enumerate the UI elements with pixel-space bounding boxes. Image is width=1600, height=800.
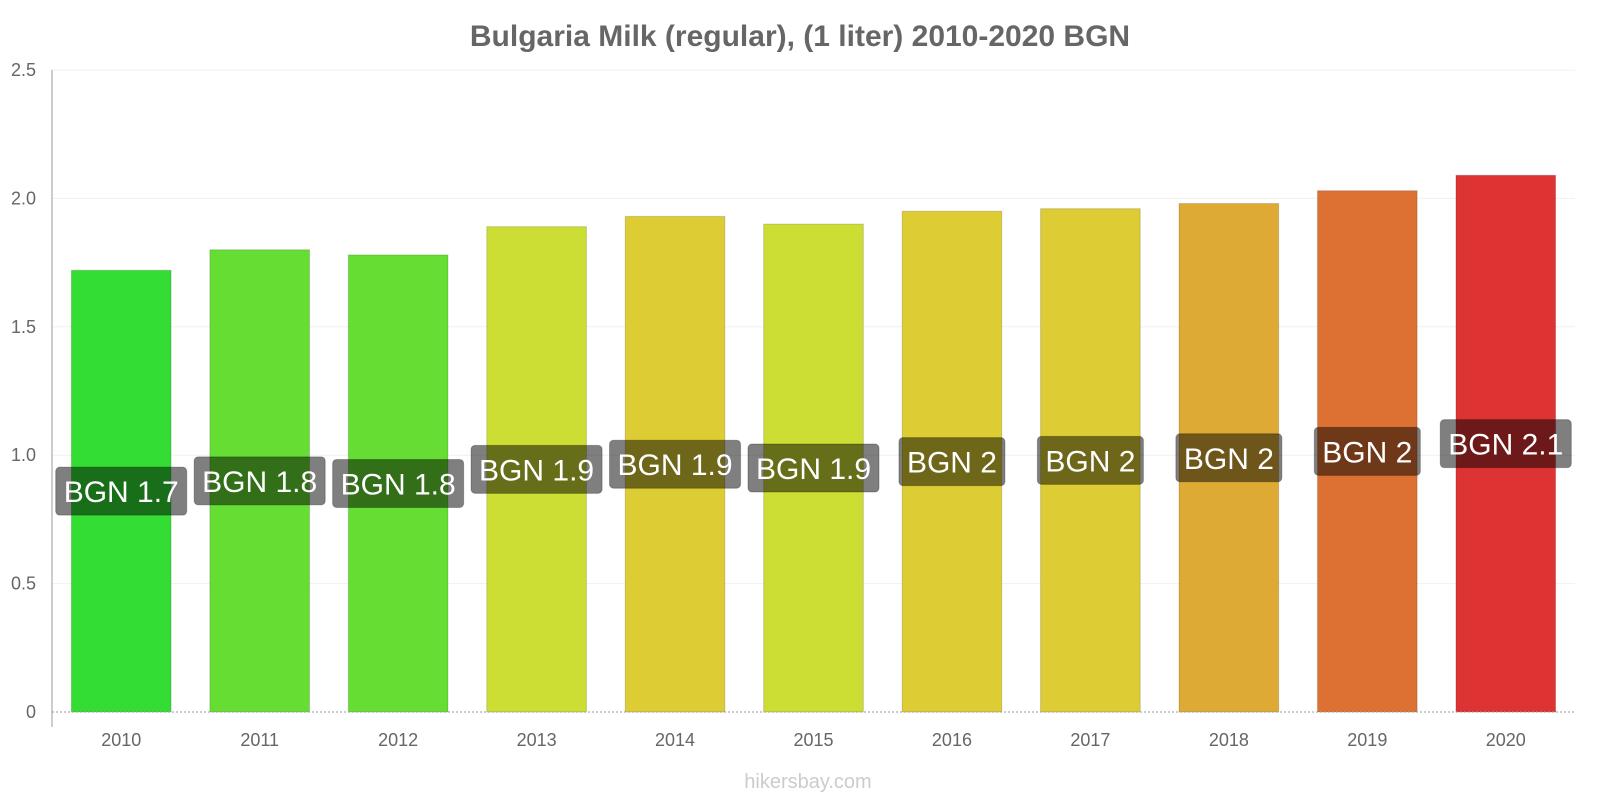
data-label-text: BGN 2 (907, 447, 997, 480)
data-label-text: BGN 2 (1322, 436, 1412, 469)
data-label-text: BGN 1.7 (64, 476, 179, 509)
x-tick-label: 2018 (1209, 730, 1249, 750)
data-label-box (747, 443, 880, 493)
x-tick-label: 2020 (1486, 730, 1526, 750)
chart-title: Bulgaria Milk (regular), (1 liter) 2010-… (470, 20, 1130, 53)
x-tick-label: 2013 (517, 730, 557, 750)
y-tick-label: 1.0 (11, 445, 36, 465)
data-label-text: BGN 2.1 (1448, 429, 1563, 462)
data-label-text: BGN 1.9 (479, 454, 594, 487)
y-tick-label: 0.5 (11, 574, 36, 594)
x-tick-label: 2015 (793, 730, 833, 750)
data-label-box (55, 466, 188, 516)
y-tick-label: 2.0 (11, 188, 36, 208)
x-tick-label: 2019 (1347, 730, 1387, 750)
y-tick-label: 1.5 (11, 317, 36, 337)
data-label: BGN 1.9 (747, 443, 880, 493)
data-label-box (1439, 419, 1572, 469)
data-label: BGN 1.7 (55, 466, 188, 516)
data-label: BGN 1.8 (193, 456, 326, 506)
x-tick-label: 2011 (240, 730, 279, 750)
x-tick-label: 2010 (101, 730, 141, 750)
y-tick-label: 0 (26, 702, 36, 722)
data-label-text: BGN 1.8 (202, 466, 317, 499)
data-label: BGN 1.9 (609, 439, 742, 489)
data-label-text: BGN 1.8 (341, 468, 456, 501)
data-label-text: BGN 1.9 (756, 453, 871, 486)
data-label: BGN 1.9 (470, 444, 603, 494)
data-labels: BGN 1.7 BGN 1.8 BGN 1.8 BGN 1.9 BGN 1.9 BGN 1… (55, 419, 1572, 516)
data-label-box (1036, 435, 1144, 485)
data-label-box (332, 458, 465, 508)
data-label: BGN 2 (898, 437, 1006, 487)
x-axis: 2010 2011 2012 2013 2014 2015 2016 2017 2018 2019… (52, 711, 1575, 750)
x-tick-label: 2014 (655, 730, 695, 750)
x-tick-label: 2012 (378, 730, 418, 750)
x-tick-label: 2016 (932, 730, 972, 750)
watermark: hikersbay.com (744, 771, 871, 793)
data-label-box (1175, 433, 1283, 483)
data-label: BGN 2 (1175, 433, 1283, 483)
data-label-text: BGN 2 (1045, 445, 1135, 478)
data-label: BGN 1.8 (332, 458, 465, 508)
y-axis: 0 0.5 1.0 1.5 2.0 2.5 (11, 60, 53, 727)
data-label: BGN 2 (1036, 435, 1144, 485)
x-tick-label: 2017 (1070, 730, 1110, 750)
data-label: BGN 2 (1313, 426, 1421, 476)
data-label-box (470, 444, 603, 494)
data-label-text: BGN 2 (1184, 443, 1274, 476)
data-label-box (898, 437, 1006, 487)
data-label-text: BGN 1.9 (618, 449, 733, 482)
data-label: BGN 2.1 (1439, 419, 1572, 469)
y-tick-label: 2.5 (11, 60, 36, 80)
data-label-box (609, 439, 742, 489)
data-label-box (193, 456, 326, 506)
data-label-box (1313, 426, 1421, 476)
